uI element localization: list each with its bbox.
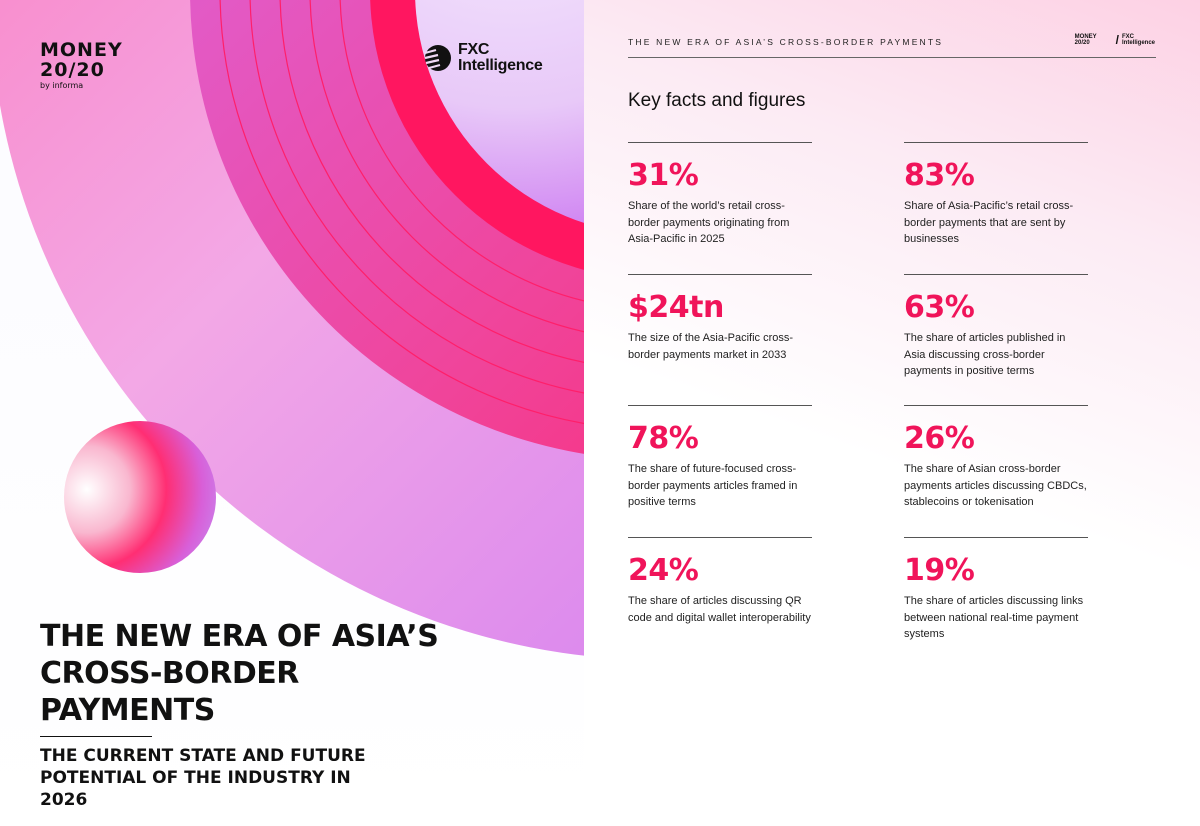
fxc-intelligence-logo: FXC Intelligence: [424, 42, 543, 74]
section-title: Key facts and figures: [628, 90, 806, 111]
fact-card: 24% The share of articles discussing QR c…: [628, 537, 812, 626]
fact-card: 83% Share of Asia-Pacific’s retail cross-…: [904, 142, 1088, 248]
fact-card: $24tn The size of the Asia-Pacific cross-…: [628, 274, 812, 363]
header-divider: [628, 57, 1156, 58]
running-header: THE NEW ERA OF ASIA’S CROSS-BORDER PAYME…: [628, 37, 944, 47]
title-divider: [40, 736, 152, 737]
fact-card: 31% Share of the world’s retail cross-bor…: [628, 142, 812, 248]
fxc-logo-icon: [424, 45, 451, 71]
cover-artwork: [0, 0, 584, 656]
inner-circle-shape: [415, 0, 584, 223]
sphere-shape: [64, 421, 216, 573]
fact-card: 78% The share of future-focused cross-bor…: [628, 405, 812, 511]
money2020-logo: MONEY 20/20 by informa: [40, 39, 123, 90]
fact-card: 63% The share of articles published in As…: [904, 274, 1088, 380]
cover-subtitle: THE CURRENT STATE AND FUTURE POTENTIAL O…: [40, 746, 366, 810]
header-logos: MONEY 20/20 / FXC Intelligence: [1074, 33, 1156, 47]
cover-title: THE NEW ERA OF ASIA’S CROSS-BORDER PAYME…: [40, 619, 439, 728]
fact-card: 19% The share of articles discussing link…: [904, 537, 1088, 643]
facts-page: THE NEW ERA OF ASIA’S CROSS-BORDER PAYME…: [584, 0, 1200, 826]
cover-panel: MONEY 20/20 by informa FXC Intelligence T…: [0, 0, 584, 826]
fact-card: 26% The share of Asian cross-border payme…: [904, 405, 1088, 511]
